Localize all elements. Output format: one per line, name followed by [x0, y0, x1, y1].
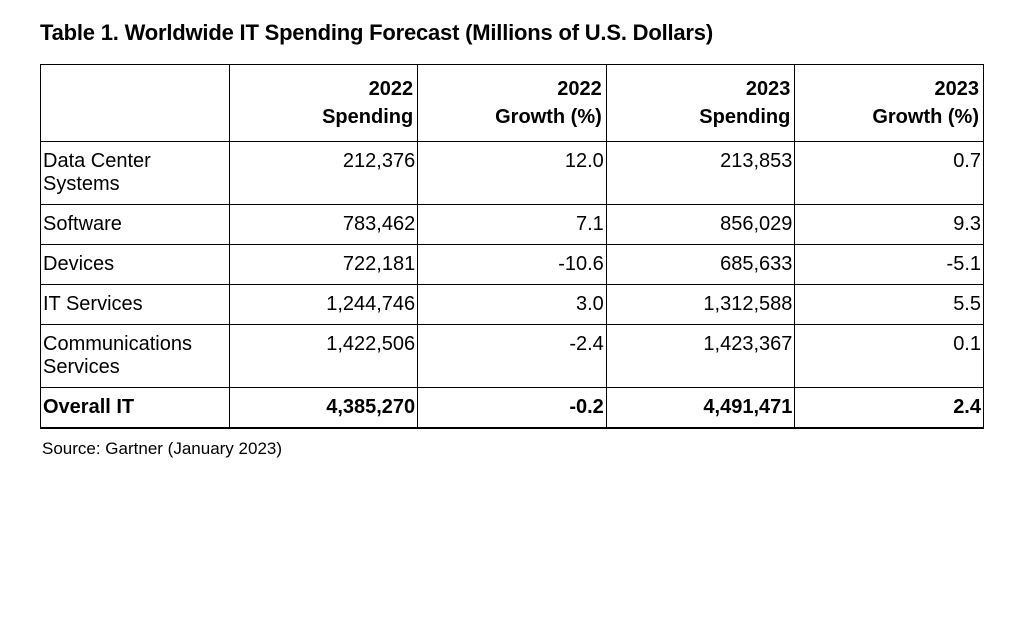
header-line1: 2022	[232, 75, 414, 103]
cell-value: 856,029	[606, 205, 795, 245]
header-line1: 2022	[420, 75, 602, 103]
header-line2: Spending	[609, 103, 791, 131]
cell-value: -2.4	[418, 325, 607, 388]
header-line2: Growth (%)	[797, 103, 979, 131]
spending-table: 2022 Spending 2022 Growth (%) 2023 Spend…	[40, 64, 984, 429]
row-label: Overall IT	[41, 388, 230, 429]
row-label: Communications Services	[41, 325, 230, 388]
header-line2: Spending	[232, 103, 414, 131]
cell-value: -5.1	[795, 245, 984, 285]
cell-value: 1,312,588	[606, 285, 795, 325]
table-row-total: Overall IT 4,385,270 -0.2 4,491,471 2.4	[41, 388, 984, 429]
cell-value: 5.5	[795, 285, 984, 325]
cell-value: 722,181	[229, 245, 418, 285]
cell-value: 213,853	[606, 142, 795, 205]
row-label: Software	[41, 205, 230, 245]
cell-value: 1,422,506	[229, 325, 418, 388]
header-empty	[41, 65, 230, 142]
table-row: Communications Services 1,422,506 -2.4 1…	[41, 325, 984, 388]
table-row: Software 783,462 7.1 856,029 9.3	[41, 205, 984, 245]
header-line2: Growth (%)	[420, 103, 602, 131]
table-title: Table 1. Worldwide IT Spending Forecast …	[40, 20, 984, 46]
cell-value: 9.3	[795, 205, 984, 245]
cell-value: 4,385,270	[229, 388, 418, 429]
header-2023-spending: 2023 Spending	[606, 65, 795, 142]
cell-value: 0.1	[795, 325, 984, 388]
cell-value: 0.7	[795, 142, 984, 205]
row-label: Devices	[41, 245, 230, 285]
cell-value: 7.1	[418, 205, 607, 245]
table-row: Devices 722,181 -10.6 685,633 -5.1	[41, 245, 984, 285]
cell-value: 685,633	[606, 245, 795, 285]
cell-value: -10.6	[418, 245, 607, 285]
table-row: IT Services 1,244,746 3.0 1,312,588 5.5	[41, 285, 984, 325]
header-line1: 2023	[797, 75, 979, 103]
cell-value: 12.0	[418, 142, 607, 205]
source-citation: Source: Gartner (January 2023)	[40, 439, 984, 459]
cell-value: 212,376	[229, 142, 418, 205]
row-label: Data Center Systems	[41, 142, 230, 205]
cell-value: 4,491,471	[606, 388, 795, 429]
header-2023-growth: 2023 Growth (%)	[795, 65, 984, 142]
header-2022-spending: 2022 Spending	[229, 65, 418, 142]
header-row: 2022 Spending 2022 Growth (%) 2023 Spend…	[41, 65, 984, 142]
table-row: Data Center Systems 212,376 12.0 213,853…	[41, 142, 984, 205]
cell-value: 2.4	[795, 388, 984, 429]
cell-value: 1,423,367	[606, 325, 795, 388]
cell-value: -0.2	[418, 388, 607, 429]
cell-value: 3.0	[418, 285, 607, 325]
header-2022-growth: 2022 Growth (%)	[418, 65, 607, 142]
cell-value: 1,244,746	[229, 285, 418, 325]
header-line1: 2023	[609, 75, 791, 103]
cell-value: 783,462	[229, 205, 418, 245]
row-label: IT Services	[41, 285, 230, 325]
